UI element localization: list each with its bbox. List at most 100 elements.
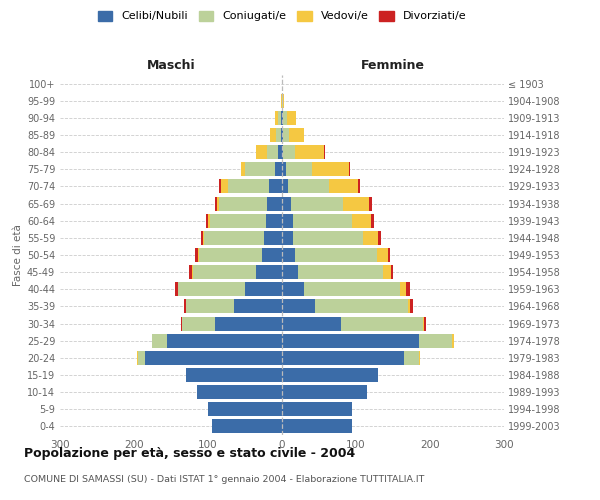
Bar	[282, 248, 295, 262]
Bar	[324, 145, 325, 159]
Bar	[311, 162, 349, 176]
Bar	[282, 111, 283, 125]
Bar	[152, 334, 167, 347]
Bar	[206, 214, 208, 228]
Bar	[282, 180, 288, 194]
Bar	[282, 231, 293, 245]
Bar	[422, 316, 424, 330]
Bar	[215, 196, 217, 210]
Bar	[404, 351, 419, 365]
Bar	[197, 385, 282, 399]
Bar	[137, 351, 138, 365]
Bar	[282, 334, 419, 347]
Bar	[282, 145, 283, 159]
Bar	[219, 196, 267, 210]
Bar	[278, 111, 281, 125]
Bar	[167, 334, 282, 347]
Bar	[410, 300, 413, 314]
Text: Maschi: Maschi	[146, 58, 196, 71]
Bar	[181, 316, 182, 330]
Bar	[293, 214, 352, 228]
Bar	[178, 282, 245, 296]
Bar	[275, 111, 278, 125]
Bar	[208, 402, 282, 416]
Bar	[282, 300, 316, 314]
Bar	[282, 214, 293, 228]
Bar	[282, 128, 283, 142]
Bar	[228, 180, 269, 194]
Bar	[388, 248, 390, 262]
Bar	[197, 248, 199, 262]
Bar	[295, 248, 377, 262]
Bar	[349, 162, 350, 176]
Bar	[282, 402, 352, 416]
Bar	[203, 231, 204, 245]
Bar	[267, 196, 282, 210]
Bar	[419, 334, 452, 347]
Bar	[204, 231, 263, 245]
Bar	[293, 231, 364, 245]
Bar	[282, 316, 341, 330]
Bar	[282, 94, 283, 108]
Bar	[182, 316, 215, 330]
Bar	[287, 111, 296, 125]
Bar	[282, 368, 378, 382]
Bar	[245, 282, 282, 296]
Bar	[256, 145, 267, 159]
Bar	[341, 316, 422, 330]
Bar	[371, 214, 374, 228]
Bar	[291, 196, 343, 210]
Bar	[400, 282, 406, 296]
Bar	[278, 145, 282, 159]
Bar	[270, 128, 276, 142]
Bar	[263, 231, 282, 245]
Bar	[406, 282, 410, 296]
Bar	[210, 214, 266, 228]
Bar	[269, 180, 282, 194]
Bar	[217, 196, 219, 210]
Bar	[288, 180, 329, 194]
Bar	[262, 248, 282, 262]
Bar	[221, 180, 228, 194]
Bar	[190, 265, 193, 279]
Y-axis label: Fasce di età: Fasce di età	[13, 224, 23, 286]
Bar	[283, 111, 287, 125]
Bar	[175, 282, 178, 296]
Bar	[276, 128, 281, 142]
Bar	[282, 351, 404, 365]
Bar	[452, 334, 454, 347]
Bar	[283, 128, 289, 142]
Bar	[282, 162, 286, 176]
Bar	[138, 351, 145, 365]
Bar	[281, 128, 282, 142]
Bar	[193, 265, 256, 279]
Bar	[377, 248, 388, 262]
Bar	[186, 300, 234, 314]
Text: COMUNE DI SAMASSI (SU) - Dati ISTAT 1° gennaio 2004 - Elaborazione TUTTITALIA.IT: COMUNE DI SAMASSI (SU) - Dati ISTAT 1° g…	[24, 476, 424, 484]
Bar	[212, 420, 282, 434]
Bar	[282, 265, 298, 279]
Bar	[267, 145, 278, 159]
Bar	[275, 162, 282, 176]
Bar	[304, 282, 400, 296]
Bar	[186, 368, 282, 382]
Bar	[329, 180, 358, 194]
Bar	[295, 145, 324, 159]
Bar	[424, 316, 425, 330]
Bar	[219, 180, 221, 194]
Bar	[282, 385, 367, 399]
Bar	[145, 351, 282, 365]
Bar	[208, 214, 210, 228]
Bar	[316, 300, 408, 314]
Bar	[256, 265, 282, 279]
Bar	[352, 214, 371, 228]
Bar	[283, 145, 295, 159]
Bar	[282, 196, 291, 210]
Bar	[391, 265, 393, 279]
Bar	[200, 231, 203, 245]
Bar	[378, 231, 381, 245]
Bar	[282, 282, 304, 296]
Legend: Celibi/Nubili, Coniugati/e, Vedovi/e, Divorziati/e: Celibi/Nubili, Coniugati/e, Vedovi/e, Di…	[98, 10, 466, 22]
Text: Femmine: Femmine	[361, 58, 425, 71]
Bar	[364, 231, 378, 245]
